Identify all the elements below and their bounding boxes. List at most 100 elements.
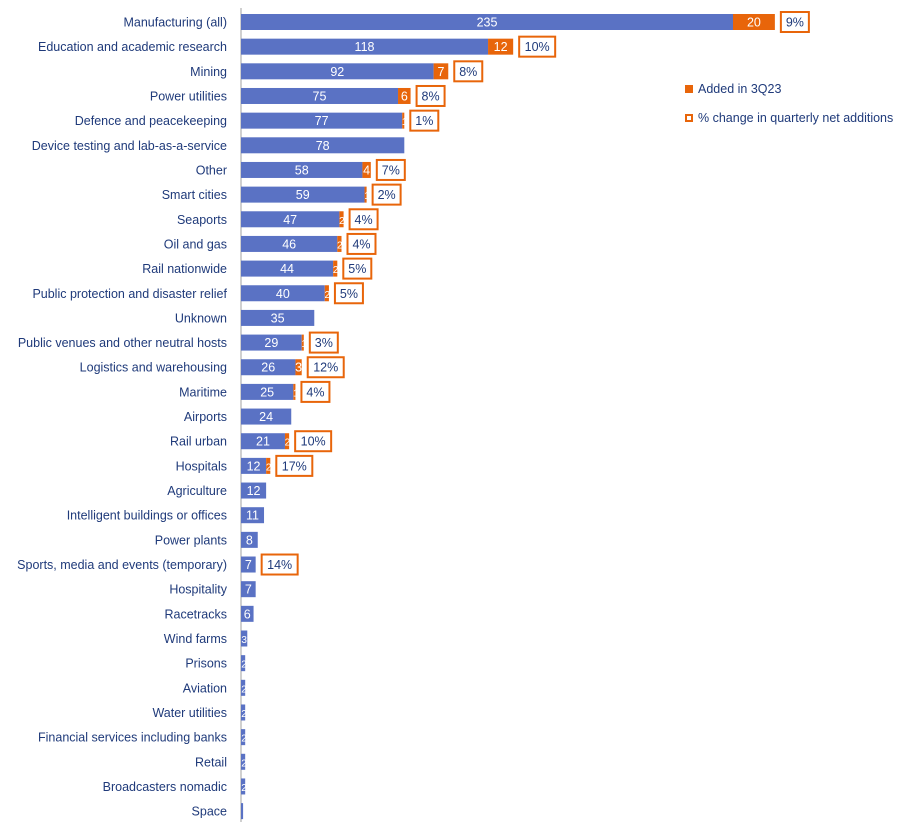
pct-box — [348, 208, 379, 231]
bar-added-label: 4 — [363, 163, 370, 177]
bar-added — [364, 186, 367, 203]
category-label: Power utilities — [150, 89, 227, 103]
bar-added-label: 3 — [295, 361, 302, 375]
category-label: Sports, media and events (temporary) — [17, 558, 227, 572]
bar-added-label: 20 — [747, 16, 761, 30]
bar-base-label: 44 — [280, 262, 294, 276]
category-label: Airports — [184, 410, 227, 424]
bar-base — [241, 556, 256, 573]
bar-base-label: 47 — [283, 213, 297, 227]
bar-base — [241, 235, 338, 252]
bar-added — [324, 285, 329, 302]
bar-base-label: 6 — [244, 607, 251, 621]
bar-base-label: 35 — [271, 311, 285, 325]
pct-label: 7% — [382, 163, 400, 177]
bar-added — [339, 211, 344, 228]
bar-base-label: 118 — [355, 40, 375, 54]
bar-added — [337, 235, 342, 252]
bar-added-label: 2 — [266, 462, 272, 473]
pct-box — [300, 380, 331, 403]
category-label: Rail nationwide — [142, 262, 227, 276]
bar-added-label: 6 — [401, 89, 408, 103]
category-label: Aviation — [183, 681, 227, 695]
bar-added — [295, 359, 302, 376]
bar-base-label: 24 — [259, 410, 273, 424]
bar-base — [241, 14, 733, 30]
category-label: Oil and gas — [164, 237, 227, 251]
pct-label: 4% — [352, 237, 370, 251]
legend-item-pct: % change in quarterly net additions — [685, 111, 893, 125]
bar-base-label: 2 — [241, 758, 247, 769]
bar-added-label: 2 — [337, 240, 343, 251]
pct-box — [375, 158, 406, 181]
category-label: Broadcasters nomadic — [103, 780, 227, 794]
bar-base-label: 7 — [245, 558, 252, 572]
category-label: Smart cities — [162, 188, 227, 202]
pct-label: 12% — [313, 361, 338, 375]
legend-label-added: Added in 3Q23 — [698, 82, 782, 96]
bar-added-label: 2 — [285, 438, 291, 449]
bar-base — [241, 211, 340, 228]
bar-added-label: 1 — [364, 191, 370, 202]
category-label: Agriculture — [167, 484, 227, 498]
bar-base — [241, 655, 246, 672]
bar-base — [241, 186, 365, 203]
pct-label: 4% — [306, 385, 324, 399]
bar-base-label: 3 — [241, 635, 247, 646]
bar-base-label: 25 — [260, 385, 274, 399]
bar-base — [241, 803, 244, 820]
pct-box — [346, 232, 377, 255]
bar-base — [241, 507, 265, 524]
pct-box — [518, 35, 557, 58]
bar-base — [241, 605, 254, 622]
pct-label: 17% — [282, 459, 307, 473]
bar-added — [284, 433, 290, 450]
bar-base — [241, 260, 334, 277]
bar-added — [398, 87, 411, 104]
bar-base-label: 75 — [313, 89, 327, 103]
bar-added — [362, 161, 371, 178]
category-label: Retail — [195, 755, 227, 769]
pct-box — [306, 356, 345, 379]
bar-added — [433, 63, 449, 80]
pct-box — [275, 454, 314, 477]
pct-box — [371, 183, 402, 206]
bar-added — [733, 14, 775, 30]
bar-added-label: 1 — [301, 339, 307, 350]
pct-box — [294, 430, 333, 453]
bar-base — [241, 482, 267, 499]
category-label: Public venues and other neutral hosts — [18, 336, 227, 350]
bar-base — [241, 581, 256, 598]
pct-box — [308, 331, 339, 354]
pct-box — [333, 282, 364, 305]
pct-label: 9% — [786, 16, 804, 30]
bar-base-label: 46 — [282, 237, 296, 251]
category-label: Intelligent buildings or offices — [67, 509, 227, 523]
pct-label: 14% — [267, 558, 292, 572]
category-label: Racetracks — [164, 607, 227, 621]
bar-base — [241, 457, 267, 474]
bar-base-label: 2 — [241, 684, 247, 695]
pct-label: 8% — [422, 89, 440, 103]
pct-box — [415, 84, 446, 107]
bar-base-label: 2 — [241, 709, 247, 720]
category-label: Prisons — [185, 657, 227, 671]
category-label: Logistics and warehousing — [80, 361, 227, 375]
bar-added — [301, 334, 304, 351]
bar-base-label: 92 — [330, 65, 344, 79]
bar-added — [402, 112, 405, 129]
pct-label: 3% — [315, 336, 333, 350]
bar-base-label: 78 — [316, 139, 330, 153]
bar-base-label: 21 — [256, 435, 270, 449]
bar-base — [241, 38, 489, 55]
bar-added-label: 2 — [324, 290, 330, 301]
category-label: Rail urban — [170, 435, 227, 449]
legend-swatch-filled — [685, 85, 693, 93]
bar-added — [488, 38, 514, 55]
bar-base-label: 29 — [264, 336, 278, 350]
category-label: Unknown — [175, 311, 227, 325]
pct-label: 4% — [355, 213, 373, 227]
bar-base — [241, 334, 302, 351]
bar-base-label: 59 — [296, 188, 310, 202]
